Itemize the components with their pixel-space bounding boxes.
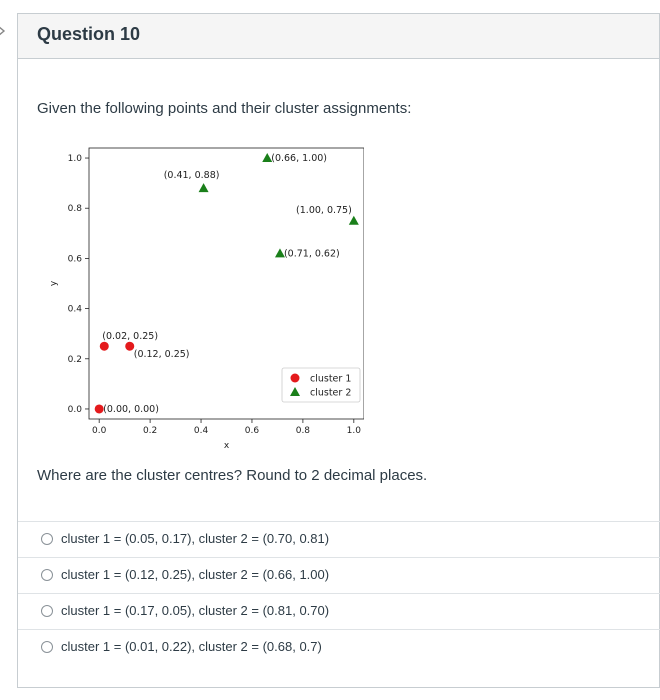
y-tick-label: 0.6 bbox=[68, 254, 83, 264]
chevron-right-icon[interactable] bbox=[0, 24, 8, 38]
point-label: (1.00, 0.75) bbox=[296, 205, 352, 216]
scatter-chart-svg: 0.0 0.2 0.4 0.6 0.8 1.0 0.0 0.2 0.4 0.6 0.8 1.0 x y (0… bbox=[49, 147, 364, 451]
answer-option-1[interactable]: cluster 1 = (0.05, 0.17), cluster 2 = (0… bbox=[18, 521, 660, 557]
radio-button[interactable] bbox=[41, 533, 53, 545]
legend-box bbox=[281, 367, 361, 403]
data-point-cluster-2 bbox=[348, 215, 359, 225]
x-axis-label: x bbox=[224, 441, 230, 451]
y-tick-label: 0.4 bbox=[68, 305, 83, 315]
y-tick-label: 0.8 bbox=[68, 204, 83, 214]
radio-button[interactable] bbox=[41, 641, 53, 653]
y-axis-label: y bbox=[49, 280, 59, 286]
scatter-chart: 0.0 0.2 0.4 0.6 0.8 1.0 0.0 0.2 0.4 0.6 0.8 1.0 x y (0… bbox=[44, 146, 364, 464]
radio-button[interactable] bbox=[41, 605, 53, 617]
x-tick-label: 1.0 bbox=[347, 426, 362, 436]
x-tick-label: 0.8 bbox=[296, 426, 311, 436]
legend-marker bbox=[290, 373, 300, 383]
legend-marker bbox=[290, 387, 300, 396]
answer-label: cluster 1 = (0.12, 0.25), cluster 2 = (0… bbox=[61, 567, 330, 582]
legend-label: cluster 1 bbox=[310, 374, 351, 385]
radio-button[interactable] bbox=[41, 569, 53, 581]
y-tick-label: 0.0 bbox=[68, 405, 83, 415]
x-tick-label: 0.2 bbox=[143, 426, 157, 436]
question-header: Question 10 bbox=[18, 14, 659, 59]
legend-label: cluster 2 bbox=[310, 388, 351, 399]
point-label: (0.71, 0.62) bbox=[284, 248, 340, 259]
question-title: Question 10 bbox=[37, 24, 141, 44]
x-tick-label: 0.0 bbox=[92, 426, 107, 436]
question-prompt: Given the following points and their clu… bbox=[37, 100, 412, 117]
y-tick-label: 0.2 bbox=[68, 355, 82, 365]
answer-list: cluster 1 = (0.05, 0.17), cluster 2 = (0… bbox=[18, 521, 660, 665]
question-ask: Where are the cluster centres? Round to … bbox=[37, 467, 428, 484]
point-label: (0.41, 0.88) bbox=[164, 170, 220, 181]
y-tick-label: 1.0 bbox=[68, 154, 83, 164]
point-label: (0.66, 1.00) bbox=[271, 153, 327, 164]
x-tick-label: 0.6 bbox=[245, 426, 260, 436]
point-label: (0.00, 0.00) bbox=[103, 404, 159, 415]
point-label: (0.12, 0.25) bbox=[134, 349, 190, 360]
point-label: (0.02, 0.25) bbox=[102, 331, 158, 342]
data-point-cluster-1 bbox=[99, 341, 109, 351]
data-point-cluster-2 bbox=[198, 183, 209, 193]
data-point-cluster-2 bbox=[274, 248, 285, 258]
data-point-cluster-1 bbox=[125, 341, 135, 351]
x-tick-label: 0.4 bbox=[194, 426, 209, 436]
answer-option-4[interactable]: cluster 1 = (0.01, 0.22), cluster 2 = (0… bbox=[18, 629, 660, 665]
data-point-cluster-2 bbox=[262, 153, 273, 163]
answer-label: cluster 1 = (0.01, 0.22), cluster 2 = (0… bbox=[61, 639, 322, 654]
answer-option-3[interactable]: cluster 1 = (0.17, 0.05), cluster 2 = (0… bbox=[18, 593, 660, 629]
question-card: Question 10 Given the following points a… bbox=[17, 13, 660, 688]
answer-label: cluster 1 = (0.17, 0.05), cluster 2 = (0… bbox=[61, 603, 330, 618]
answer-option-2[interactable]: cluster 1 = (0.12, 0.25), cluster 2 = (0… bbox=[18, 557, 660, 593]
answer-label: cluster 1 = (0.05, 0.17), cluster 2 = (0… bbox=[61, 531, 330, 546]
data-point-cluster-1 bbox=[94, 404, 104, 414]
